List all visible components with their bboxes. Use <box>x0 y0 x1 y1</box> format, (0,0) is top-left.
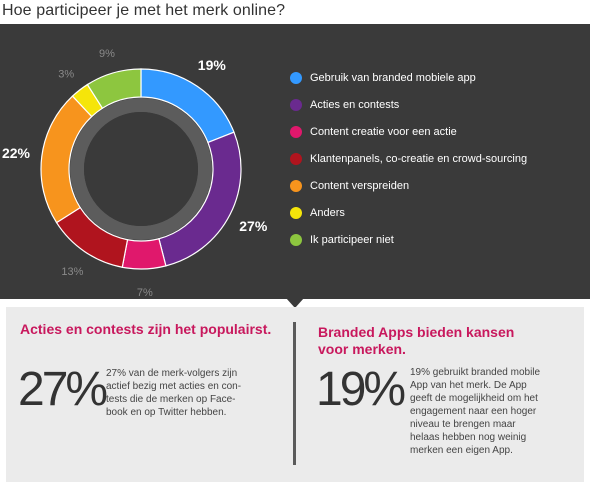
donut-slice <box>121 238 167 270</box>
insight-text-apps: 19% gebruikt branded mobile App van het … <box>410 366 540 457</box>
legend-swatch <box>290 126 302 138</box>
slice-percentage-label: 22% <box>2 145 31 161</box>
donut-inner-ring <box>70 98 212 240</box>
legend-item: Content creatie voor een actie <box>288 124 527 151</box>
legend-label: Acties en contests <box>310 99 400 111</box>
insight-title-apps: Branded Apps bieden kansen voor merken. <box>318 324 514 358</box>
legend-swatch <box>290 180 302 192</box>
legend-item: Anders <box>288 205 527 232</box>
legend-swatch <box>290 99 302 111</box>
insight-title-line: Acties en contests zijn het populairst. <box>20 321 272 337</box>
insight-big-number: 19% <box>316 363 406 416</box>
legend-item: Content verspreiden <box>288 178 527 205</box>
legend-item: Gebruik van branded mobiele app <box>288 70 527 97</box>
legend-label: Anders <box>310 207 345 219</box>
legend-label: Klantenpanels, co-creatie en crowd-sourc… <box>310 153 528 165</box>
insight-text-line: engagement naar een hoger <box>410 406 537 417</box>
legend-label: Ik participeer niet <box>310 234 394 246</box>
insight-big-number: 27% <box>18 363 108 416</box>
insight-text-line: merken een eigen App. <box>410 445 513 456</box>
legend-label: Content verspreiden <box>310 180 410 192</box>
panel-pointer <box>286 298 304 308</box>
slice-percentage-label: 3% <box>58 69 74 81</box>
slice-percentage-label: 27% <box>239 218 268 234</box>
insight-text-line: book en op Twitter hebben. <box>106 407 227 418</box>
slice-percentage-label: 7% <box>137 287 153 299</box>
page-title: Hoe participeer je met het merk online? <box>2 2 286 19</box>
insight-text-line: 19% gebruikt branded mobile <box>410 367 541 378</box>
insight-text-line: App van het merk. De App <box>410 380 527 391</box>
donut-slice <box>86 68 142 110</box>
legend-swatch <box>290 207 302 219</box>
insight-text-line: 27% van de merk-volgers zijn <box>106 368 238 379</box>
legend-item: Acties en contests <box>288 97 527 124</box>
legend-swatch <box>290 153 302 165</box>
donut-hole <box>84 112 198 226</box>
legend-item: Ik participeer niet <box>288 232 527 259</box>
insight-text-contests: 27% van de merk-volgers zijn actief bezi… <box>106 367 241 419</box>
legend-swatch <box>290 72 302 84</box>
legend-swatch <box>290 234 302 246</box>
insight-title-line: voor merken. <box>318 341 406 357</box>
insights-divider <box>293 322 296 465</box>
insight-text-line: geeft de mogelijkheid om het <box>410 393 538 404</box>
chart-legend: Gebruik van branded mobiele app Acties e… <box>288 70 527 259</box>
slice-percentage-label: 9% <box>99 48 115 60</box>
insight-text-line: helaas hebben nog weinig <box>410 432 527 443</box>
insight-text-line: actief bezig met acties en con- <box>106 381 242 392</box>
insight-text-line: niveau te brengen maar <box>410 419 516 430</box>
legend-label: Gebruik van branded mobiele app <box>310 72 476 84</box>
donut-chart: 19% 27% 7% 13% 22% 3% 9% <box>2 48 268 299</box>
insight-title-contests: Acties en contests zijn het populairst. <box>20 321 271 338</box>
insight-title-line: Branded Apps bieden kansen <box>318 324 515 340</box>
legend-item: Klantenpanels, co-creatie en crowd-sourc… <box>288 151 527 178</box>
legend-label: Content creatie voor een actie <box>310 126 457 138</box>
slice-percentage-label: 19% <box>198 57 227 73</box>
slice-percentage-label: 13% <box>61 266 83 278</box>
insight-text-line: tests die de merken op Face- <box>106 394 236 405</box>
